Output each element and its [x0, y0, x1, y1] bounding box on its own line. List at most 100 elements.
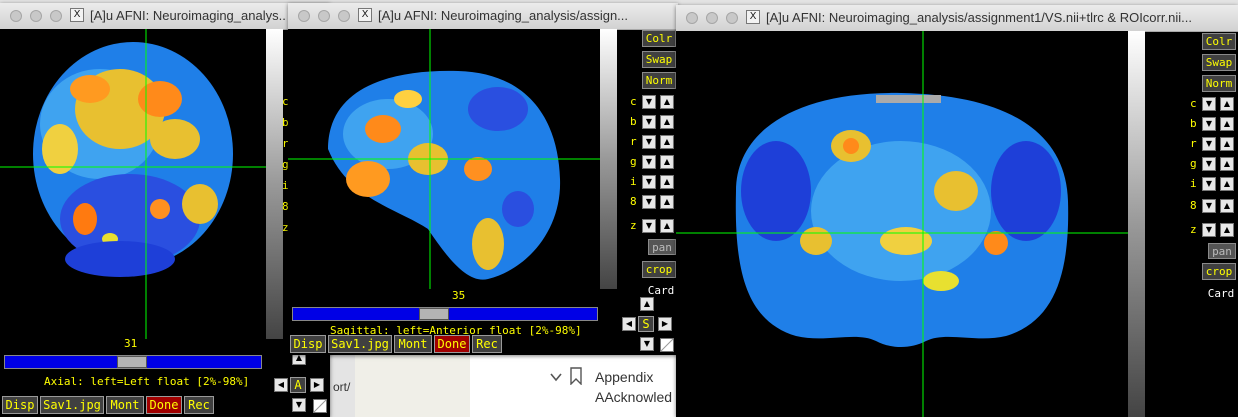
- c-up-arrow-icon[interactable]: ▲: [1220, 97, 1234, 111]
- resize-grip-icon[interactable]: [660, 338, 674, 352]
- side-label-r: r: [1190, 137, 1197, 150]
- doc-fragment-text: ort/: [333, 380, 351, 394]
- close-window-button[interactable]: [10, 10, 22, 22]
- zoom-window-button[interactable]: [726, 12, 738, 24]
- g-up-arrow-icon[interactable]: ▲: [660, 155, 674, 169]
- axial-slice-slider[interactable]: [4, 355, 262, 369]
- doc-appendix-label[interactable]: Appendix: [595, 369, 654, 385]
- i-up-arrow-icon[interactable]: ▲: [660, 175, 674, 189]
- z-up-arrow-icon[interactable]: ▲: [1220, 223, 1234, 237]
- pan-button[interactable]: pan: [648, 239, 676, 255]
- norm-button[interactable]: Norm: [642, 72, 676, 89]
- zoom-window-button[interactable]: [50, 10, 62, 22]
- z-down-arrow-icon[interactable]: ▼: [1202, 223, 1216, 237]
- b-up-arrow-icon[interactable]: ▲: [1220, 117, 1234, 131]
- save-button[interactable]: Sav1.jpg: [328, 335, 392, 353]
- i-down-arrow-icon[interactable]: ▼: [1202, 177, 1216, 191]
- axial-image[interactable]: [0, 29, 266, 339]
- r-down-arrow-icon[interactable]: ▼: [1202, 137, 1216, 151]
- sagittal-window: X [A]u AFNI: Neuroimaging_analysis/assig…: [288, 3, 678, 355]
- disp-button[interactable]: Disp: [290, 335, 326, 353]
- crop-button[interactable]: crop: [642, 261, 676, 278]
- norm-button[interactable]: Norm: [1202, 75, 1236, 92]
- side-label-8: 8: [630, 195, 637, 208]
- card-button[interactable]: Card: [644, 282, 678, 298]
- g-down-arrow-icon[interactable]: ▼: [642, 155, 656, 169]
- arrow-right-icon[interactable]: ▶: [310, 378, 324, 392]
- side-label-g: g: [630, 155, 637, 168]
- x11-icon: X: [746, 10, 760, 24]
- done-button[interactable]: Done: [434, 335, 470, 353]
- doc-acknowledgments-label[interactable]: AAcknowled: [595, 389, 673, 405]
- arrow-left-icon[interactable]: ◀: [622, 317, 636, 331]
- minimize-window-button[interactable]: [706, 12, 718, 24]
- r-down-arrow-icon[interactable]: ▼: [642, 135, 656, 149]
- z-up-arrow-icon[interactable]: ▲: [660, 219, 674, 233]
- i-up-arrow-icon[interactable]: ▲: [1220, 177, 1234, 191]
- zoom-window-button[interactable]: [338, 10, 350, 22]
- i-down-arrow-icon[interactable]: ▼: [642, 175, 656, 189]
- mont-button[interactable]: Mont: [394, 335, 432, 353]
- b-down-arrow-icon[interactable]: ▼: [1202, 117, 1216, 131]
- close-window-button[interactable]: [298, 10, 310, 22]
- z-down-arrow-icon[interactable]: ▼: [642, 219, 656, 233]
- axial-slider-thumb[interactable]: [117, 356, 147, 368]
- r-up-arrow-icon[interactable]: ▲: [660, 135, 674, 149]
- sagittal-brain-slice: [288, 29, 600, 289]
- sagittal-titlebar[interactable]: X [A]u AFNI: Neuroimaging_analysis/assig…: [288, 3, 678, 30]
- crop-button[interactable]: crop: [1202, 263, 1236, 280]
- 8-down-arrow-icon[interactable]: ▼: [1202, 199, 1216, 213]
- sagittal-slice-slider[interactable]: [292, 307, 598, 321]
- sagittal-slider-thumb[interactable]: [419, 308, 449, 320]
- minimize-window-button[interactable]: [318, 10, 330, 22]
- side-label-c: c: [1190, 97, 1197, 110]
- axial-titlebar[interactable]: X [A]u AFNI: Neuroimaging_analys..: [0, 3, 330, 30]
- 8-down-arrow-icon[interactable]: ▼: [642, 195, 656, 209]
- side-label-b: b: [630, 115, 637, 128]
- swap-button[interactable]: Swap: [642, 51, 676, 68]
- mont-button[interactable]: Mont: [106, 396, 144, 414]
- c-down-arrow-icon[interactable]: ▼: [642, 95, 656, 109]
- card-button[interactable]: Card: [1204, 285, 1238, 301]
- r-up-arrow-icon[interactable]: ▲: [1220, 137, 1234, 151]
- arrow-down-icon[interactable]: ▼: [292, 398, 306, 412]
- arrow-down-icon[interactable]: ▼: [640, 337, 654, 351]
- done-button[interactable]: Done: [146, 396, 182, 414]
- sagittal-image[interactable]: [288, 29, 600, 289]
- axis-a-button[interactable]: A: [290, 377, 306, 393]
- resize-grip-icon[interactable]: [313, 399, 327, 413]
- side-label-8: 8: [1190, 199, 1197, 212]
- sagittal-window-title: [A]u AFNI: Neuroimaging_analysis/assign.…: [378, 8, 629, 23]
- arrow-up-icon[interactable]: ▲: [640, 297, 654, 311]
- close-window-button[interactable]: [686, 12, 698, 24]
- b-up-arrow-icon[interactable]: ▲: [660, 115, 674, 129]
- swap-button[interactable]: Swap: [1202, 54, 1236, 71]
- chevron-down-icon[interactable]: [550, 372, 562, 382]
- bookmark-icon: [570, 367, 582, 385]
- axis-s-button[interactable]: S: [638, 316, 654, 332]
- colr-button[interactable]: Colr: [642, 30, 676, 47]
- minimize-window-button[interactable]: [30, 10, 42, 22]
- rec-button[interactable]: Rec: [472, 335, 502, 353]
- arrow-left-icon[interactable]: ◀: [274, 378, 288, 392]
- intensity-bar: [600, 29, 617, 289]
- g-up-arrow-icon[interactable]: ▲: [1220, 157, 1234, 171]
- 8-up-arrow-icon[interactable]: ▲: [660, 195, 674, 209]
- disp-button[interactable]: Disp: [2, 396, 38, 414]
- c-up-arrow-icon[interactable]: ▲: [660, 95, 674, 109]
- coronal-titlebar[interactable]: X [A]u AFNI: Neuroimaging_analysis/assig…: [676, 5, 1238, 32]
- pan-button[interactable]: pan: [1208, 243, 1236, 259]
- coronal-brain-slice: [676, 31, 1128, 417]
- b-down-arrow-icon[interactable]: ▼: [642, 115, 656, 129]
- rec-button[interactable]: Rec: [184, 396, 214, 414]
- x11-icon: X: [358, 8, 372, 22]
- background-document: Appendix AAcknowled: [470, 345, 680, 417]
- c-down-arrow-icon[interactable]: ▼: [1202, 97, 1216, 111]
- side-label-c: c: [282, 95, 289, 108]
- g-down-arrow-icon[interactable]: ▼: [1202, 157, 1216, 171]
- 8-up-arrow-icon[interactable]: ▲: [1220, 199, 1234, 213]
- colr-button[interactable]: Colr: [1202, 33, 1236, 50]
- coronal-image[interactable]: [676, 31, 1128, 417]
- save-button[interactable]: Sav1.jpg: [40, 396, 104, 414]
- arrow-right-icon[interactable]: ▶: [658, 317, 672, 331]
